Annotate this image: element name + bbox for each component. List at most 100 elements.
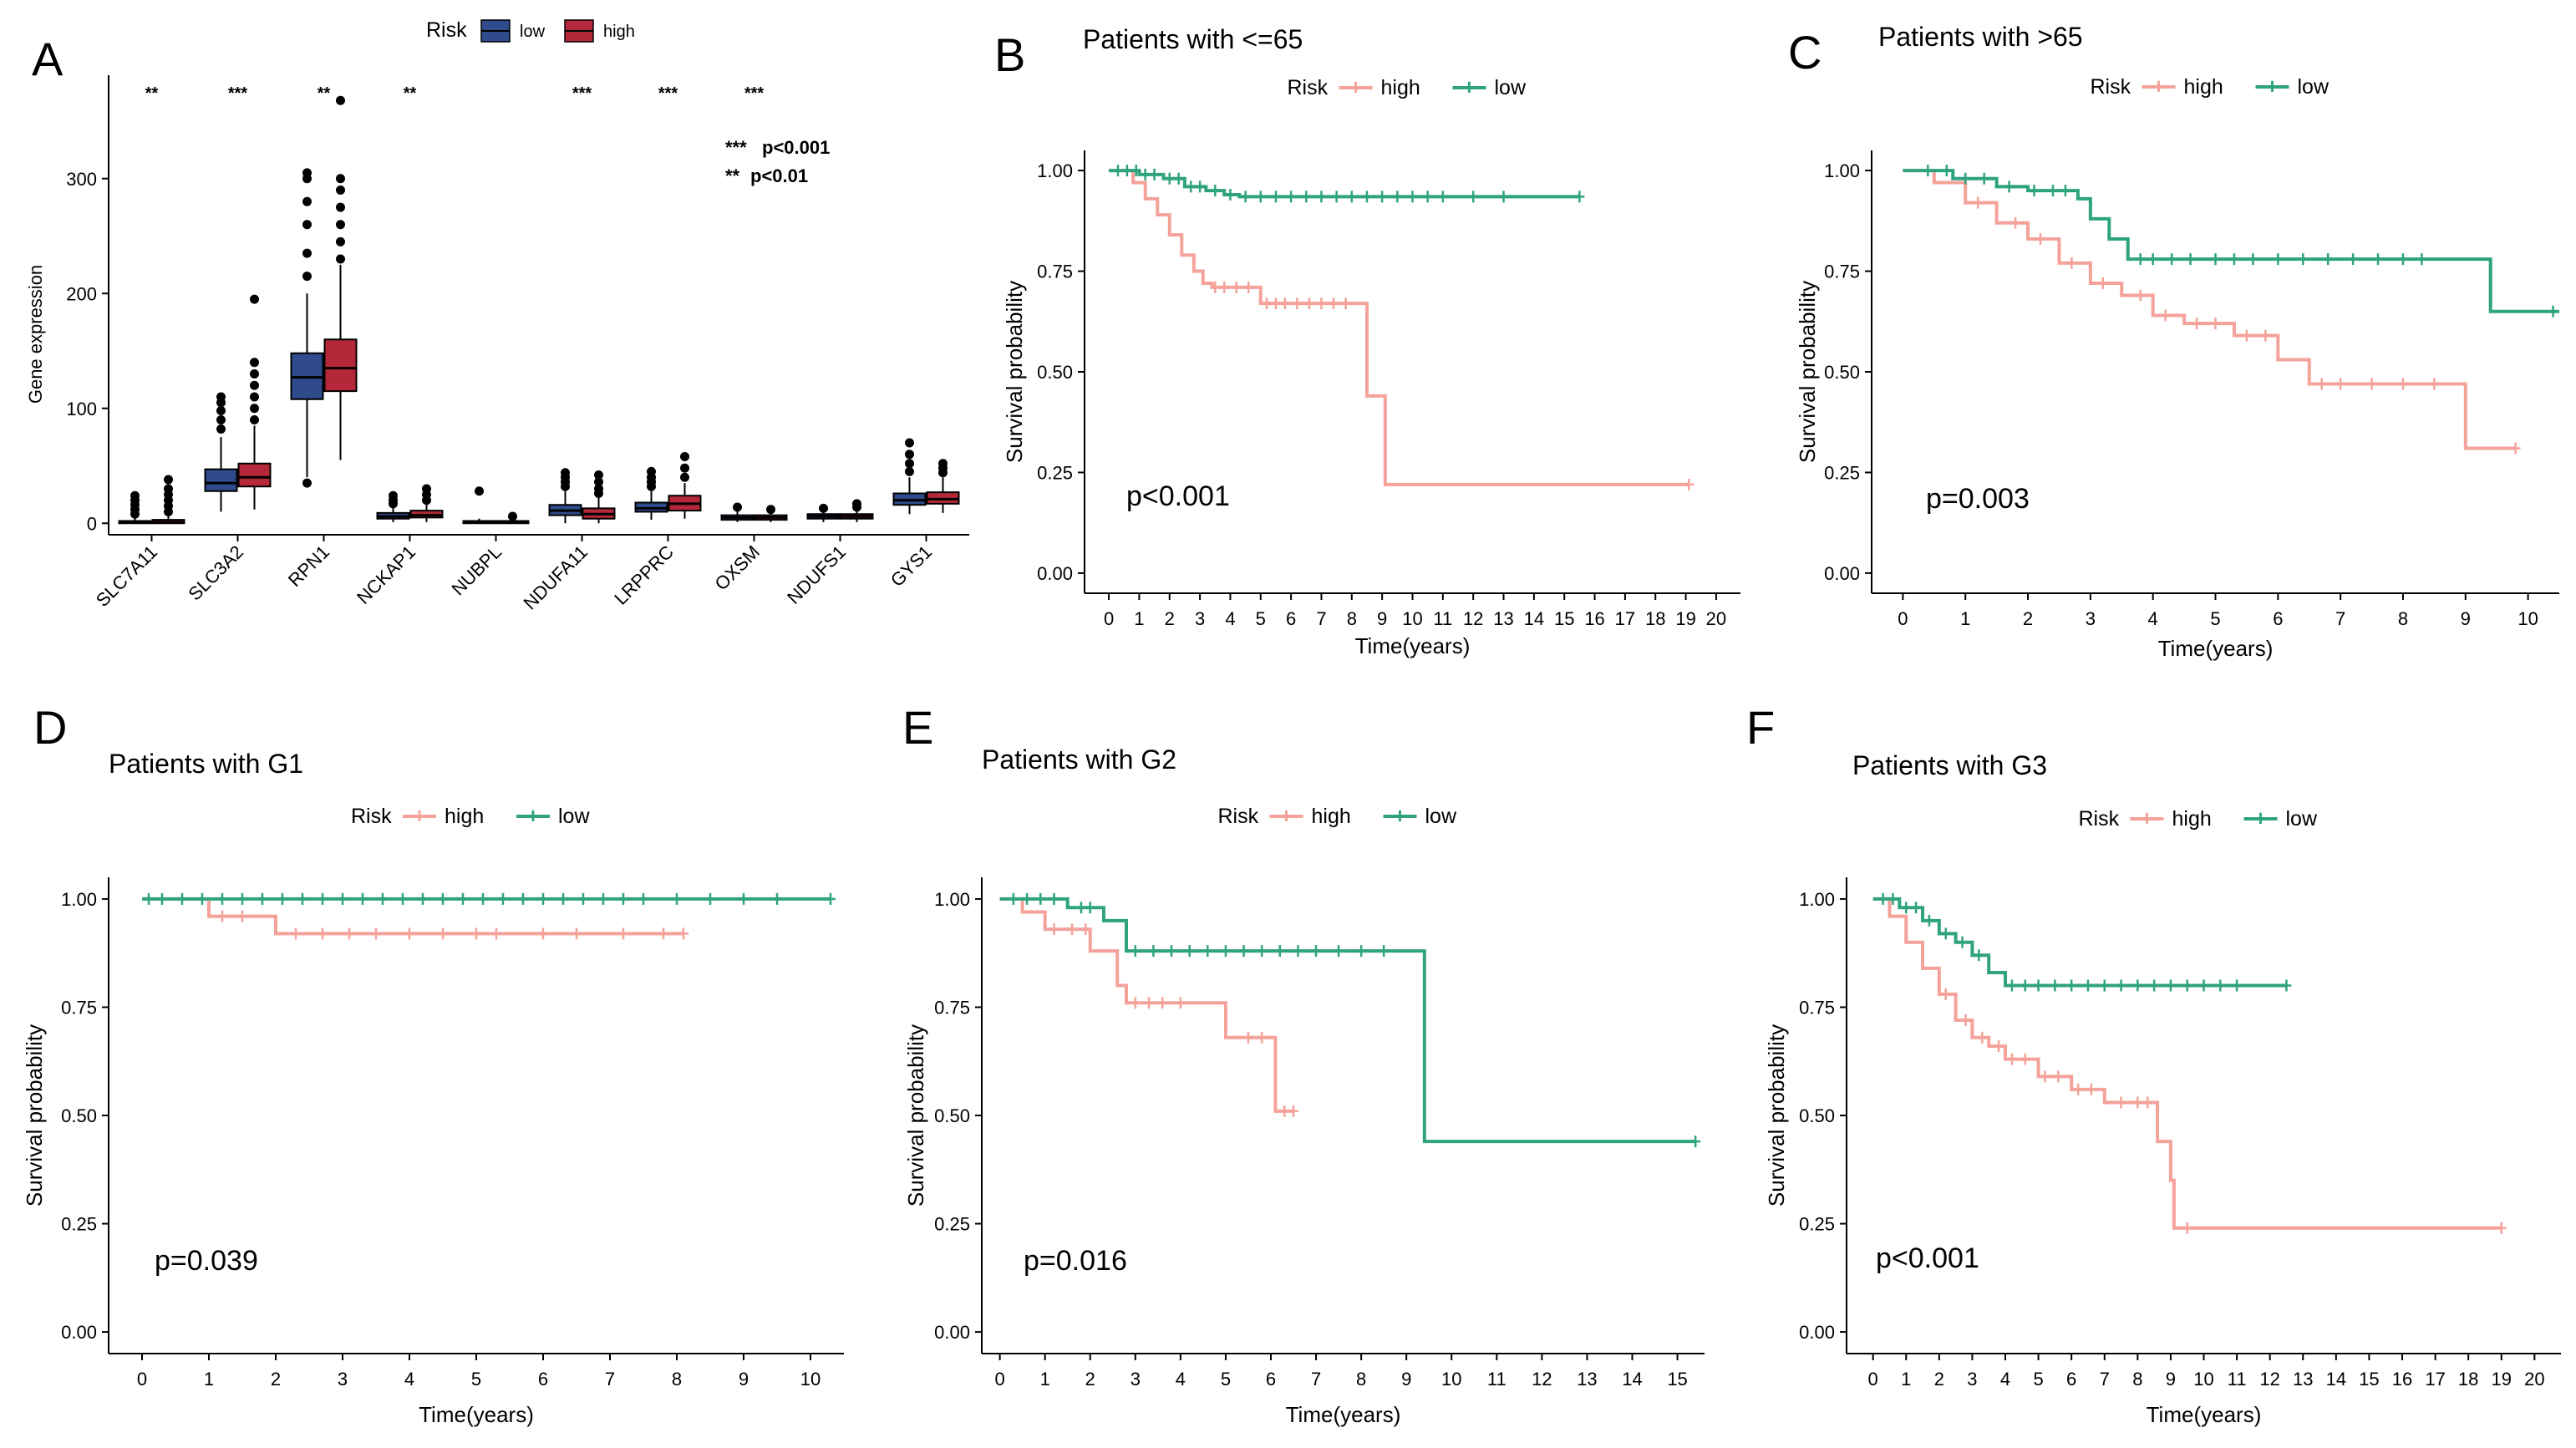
censor-mark-low [1286,191,1297,203]
censor-mark-low [1173,172,1184,185]
y-tick-label: 0.50 [934,1105,970,1126]
censor-mark-high [1219,281,1230,293]
p-value: p<0.001 [1876,1242,1979,1274]
censor-mark-low [1008,892,1019,905]
censor-mark-low [1377,191,1388,203]
km-panel-E: E Patients with G2 Risk + high + low 0.00 0.25 0.… [902,701,1705,1427]
censor-mark-high [1080,923,1091,936]
censor-mark-high [2020,1053,2030,1065]
censor-mark-low [2182,979,2192,992]
x-tick-label: 19 [2492,1369,2512,1390]
x-axis-label: Time(years) [2158,636,2274,661]
y-tick-label: 0.75 [61,997,97,1018]
panel-letter: A [32,33,64,85]
x-tick-label: 15 [2359,1369,2379,1390]
outlier-point [422,484,431,494]
x-tick-label: 7 [1316,608,1326,629]
censor-mark-low [297,892,307,905]
censor-mark-high [2116,1096,2126,1109]
outlier-point [594,477,603,487]
x-tick-label: 11 [2228,1369,2247,1390]
censor-mark-high [2429,378,2440,390]
box-high-NDUFA11 [582,470,616,524]
box-low-LRPPRC [634,466,668,521]
censor-mark-low [2281,979,2292,992]
outlier-point [250,404,259,414]
outlier-point [302,168,312,178]
censor-mark-low [1049,892,1059,905]
x-tick-label: 14 [1524,608,1544,629]
censor-mark-high [1243,281,1254,293]
censor-mark-low [578,892,588,905]
legend-label-low: low [2286,807,2318,831]
sig-legend-label-2: p<0.01 [750,165,808,186]
censor-mark-low [705,892,715,905]
x-tick-label: 16 [2392,1369,2412,1390]
censor-mark-high [1231,281,1242,293]
censor-mark-low [1220,945,1231,958]
outlier-point [938,459,948,469]
x-tick-label: 10 [800,1369,821,1390]
outlier-point [130,490,140,500]
censor-mark-low [1238,945,1249,958]
x-tick-label: 10 [2518,608,2538,629]
outlier-point [475,486,484,496]
censor-mark-high [1288,1105,1299,1117]
censor-mark-low [1498,191,1509,203]
x-tick-label: 3 [338,1369,348,1390]
x-axis-label: Time(years) [419,1402,534,1427]
legend-title: Risk [426,18,467,42]
outlier-point [733,502,742,512]
outlier-point [819,503,828,513]
censor-mark-low [1035,892,1046,905]
censor-mark-low [1293,945,1303,958]
x-tick-label: 4 [1225,608,1235,629]
x-tick-label: 9 [1377,608,1387,629]
censor-mark-high [2035,233,2046,245]
censor-mark-low [418,892,428,905]
censor-mark-low [1923,165,1933,177]
censor-mark-high [438,927,448,940]
y-tick-label: 100 [66,399,97,419]
y-axis-label: Survival probability [1795,281,1820,463]
censor-mark-high [2316,378,2327,390]
panel-a-boxplot: A Risk low high Gene expression 0 100 200 3… [25,18,969,613]
panel-title: Patients with G2 [982,744,1176,775]
censor-mark-low [1901,902,1912,914]
outlier-point [336,174,345,184]
legend-label-high: high [1381,76,1420,99]
x-tick-label: 9 [1401,1369,1411,1390]
censor-mark-low [458,892,468,905]
box-high-RPN1 [323,95,358,460]
censor-mark-low [2033,979,2044,992]
censor-mark-low [1022,892,1033,905]
y-tick-label: 0.25 [1799,1214,1835,1235]
box-low-SLC7A11 [118,490,152,525]
x-tick-label: 2 [1085,1369,1095,1390]
x-tick-label: 10 [1441,1369,1461,1390]
panel-letter: C [1788,26,1821,79]
box-high-LRPPRC [668,452,702,519]
censor-mark-low [378,892,388,905]
censor-mark-low [638,892,648,905]
censor-mark-high [2192,318,2203,330]
x-tick-label: 4 [2148,608,2158,629]
censor-mark-low [1184,945,1195,958]
censor-mark-low [2397,253,2408,266]
censor-mark-low [217,892,227,905]
box-high-OXSM [754,505,788,522]
x-tick-label: 17 [2425,1369,2445,1390]
outlier-point [508,511,517,521]
censor-mark-high [572,927,582,940]
x-tick-label: 6 [1266,1369,1276,1390]
censor-mark-high [1279,1105,1290,1117]
x-tick-label: SLC7A11 [92,541,161,611]
km-panel-D: D Patients with G1 Risk + high + low 0.00 0.25 0.… [22,701,844,1427]
censor-mark-low [1690,1136,1701,1148]
censor-mark-low [1361,191,1372,203]
y-tick-label: 0.75 [934,997,970,1018]
outlier-point [647,466,656,476]
x-tick-label: 6 [2273,608,2283,629]
censor-mark-high [1684,478,1694,490]
outlier-point [336,254,345,264]
